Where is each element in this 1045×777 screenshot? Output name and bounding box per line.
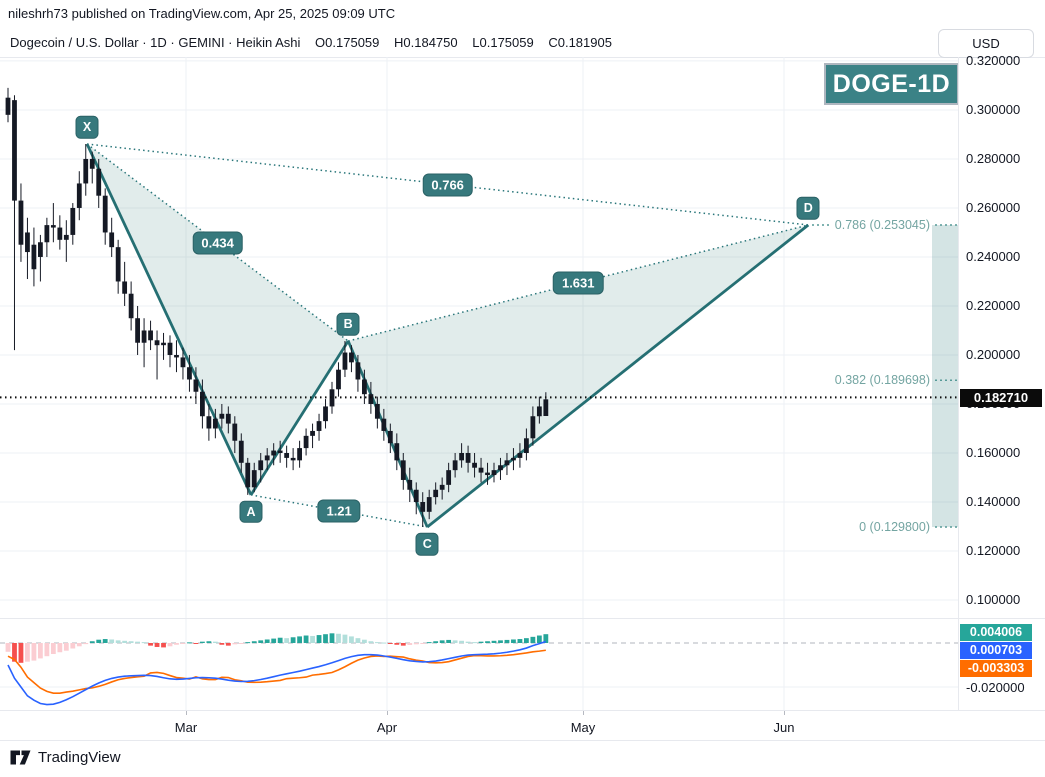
main-chart-canvas[interactable] bbox=[0, 57, 958, 618]
macd-hist-badge: 0.004006 bbox=[960, 624, 1032, 641]
price-tick-label: 0.100000 bbox=[966, 592, 1021, 608]
tradingview-logo-icon bbox=[10, 750, 31, 765]
time-axis[interactable]: Mar Apr May Jun bbox=[0, 710, 1045, 741]
published-text: nileshrh73 published on TradingView.com,… bbox=[8, 6, 396, 21]
time-axis-tick bbox=[186, 711, 187, 715]
ohlc-close: C0.181905 bbox=[548, 35, 612, 50]
time-axis-label: Apr bbox=[376, 720, 398, 735]
price-tick-label: 0.320000 bbox=[966, 52, 1021, 68]
macd-signal-badge: -0.003303 bbox=[960, 660, 1032, 677]
published-bar: nileshrh73 published on TradingView.com,… bbox=[0, 0, 1045, 29]
price-tick-label: 0.260000 bbox=[966, 199, 1021, 215]
time-axis-label: Mar bbox=[174, 720, 198, 735]
chart-header: Dogecoin / U.S. Dollar · 1D · GEMINI · H… bbox=[0, 28, 1045, 58]
price-axis-separator bbox=[958, 57, 959, 740]
price-tick-label: 0.300000 bbox=[966, 101, 1021, 117]
indicator-axis-tick: -0.020000 bbox=[966, 680, 1025, 695]
price-tick-label: 0.160000 bbox=[966, 444, 1021, 460]
ohlc-high: H0.184750 bbox=[394, 35, 458, 50]
symbol-title: Dogecoin / U.S. Dollar · 1D · GEMINI · H… bbox=[10, 35, 301, 50]
symbol-line: Dogecoin / U.S. Dollar · 1D · GEMINI · H… bbox=[10, 35, 623, 50]
ohlc-open: O0.175059 bbox=[315, 35, 380, 50]
time-axis-tick bbox=[583, 711, 584, 715]
footer: TradingView bbox=[0, 740, 1045, 777]
currency-usd-button[interactable]: USD bbox=[938, 29, 1034, 58]
time-axis-label: May bbox=[570, 720, 596, 735]
price-tick-label: 0.220000 bbox=[966, 297, 1021, 313]
ohlc-low: L0.175059 bbox=[472, 35, 534, 50]
pane-divider[interactable] bbox=[0, 618, 1045, 619]
price-tick-label: 0.120000 bbox=[966, 543, 1021, 558]
macd-line-badge: 0.000703 bbox=[960, 642, 1032, 659]
price-tick-label: 0.280000 bbox=[966, 150, 1021, 166]
price-tick-label: 0.240000 bbox=[966, 248, 1021, 264]
price-tick-label: 0.200000 bbox=[966, 346, 1021, 362]
macd-indicator-canvas[interactable] bbox=[0, 618, 958, 710]
time-axis-tick bbox=[784, 711, 785, 715]
time-axis-tick bbox=[387, 711, 388, 715]
tradingview-logo[interactable]: TradingView bbox=[10, 749, 121, 766]
last-price-badge: 0.182710 bbox=[960, 389, 1042, 407]
time-axis-label: Jun bbox=[773, 720, 795, 735]
price-tick-label: 0.140000 bbox=[966, 494, 1021, 509]
price-axis[interactable]: 0.320000 0.300000 0.280000 0.260000 0.240000… bbox=[958, 53, 1045, 710]
symbol-watermark: DOGE-1D bbox=[824, 63, 959, 105]
tradingview-logo-text: TradingView bbox=[38, 749, 121, 766]
